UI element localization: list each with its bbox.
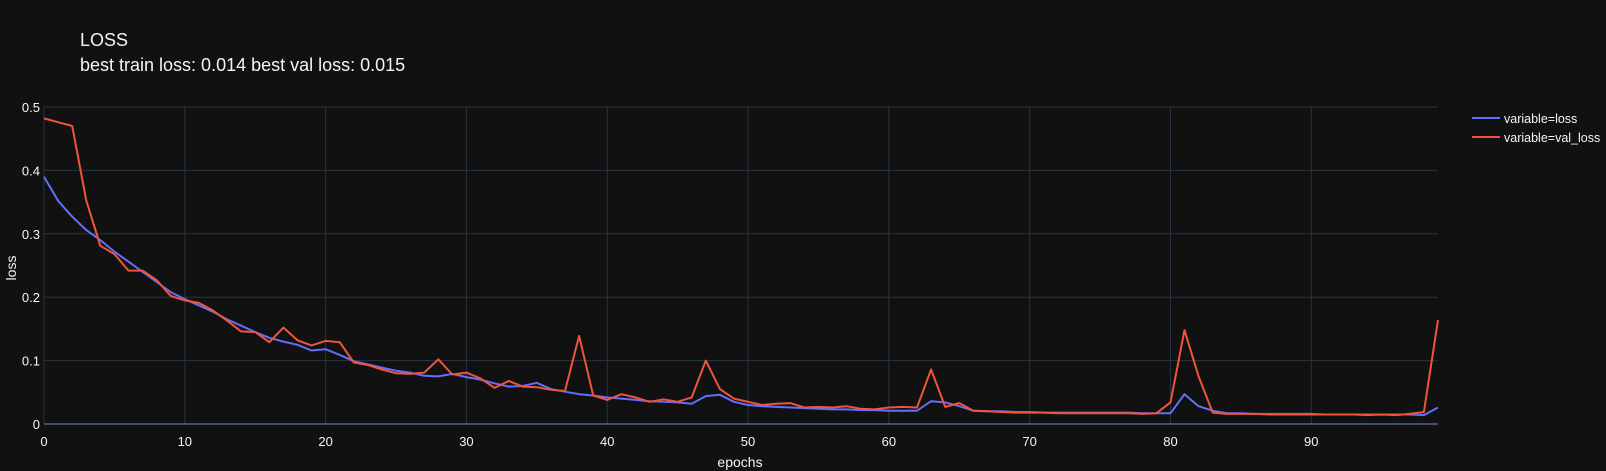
chart-title: LOSS [80, 30, 129, 50]
y-tick-label: 0.3 [22, 227, 40, 242]
legend-item[interactable]: variable=val_loss [1472, 131, 1600, 145]
legend-label: variable=loss [1504, 112, 1577, 126]
x-tick-label: 80 [1163, 434, 1177, 449]
x-tick-label: 50 [741, 434, 755, 449]
y-tick-label: 0.1 [22, 354, 40, 369]
tick-layer: 0 10 20 30 40 50 60 70 80 90 0 0.1 0.2 0.3 0.4 0.5 [22, 100, 1319, 449]
grid-layer [43, 106, 1438, 425]
x-tick-label: 60 [882, 434, 896, 449]
x-tick-label: 20 [318, 434, 332, 449]
series-layer [43, 117, 1439, 417]
x-tick-label: 0 [40, 434, 47, 449]
legend-item[interactable]: variable=loss [1472, 112, 1577, 126]
y-tick-label: 0.5 [22, 100, 40, 115]
x-tick-label: 90 [1304, 434, 1318, 449]
series-line-variable-val_loss[interactable] [43, 117, 1439, 417]
y-axis-title: loss [3, 256, 19, 281]
x-axis-title: epochs [717, 454, 762, 470]
y-tick-label: 0 [33, 417, 40, 432]
legend-label: variable=val_loss [1504, 131, 1600, 145]
legend[interactable]: variable=loss variable=val_loss [1472, 112, 1600, 145]
x-tick-label: 40 [600, 434, 614, 449]
y-tick-label: 0.4 [22, 163, 40, 178]
chart-subtitle: best train loss: 0.014 best val loss: 0.… [80, 55, 406, 75]
series-line-variable-loss[interactable] [43, 176, 1439, 417]
x-tick-label: 30 [459, 434, 473, 449]
x-tick-label: 10 [178, 434, 192, 449]
y-tick-label: 0.2 [22, 290, 40, 305]
x-tick-label: 70 [1022, 434, 1036, 449]
